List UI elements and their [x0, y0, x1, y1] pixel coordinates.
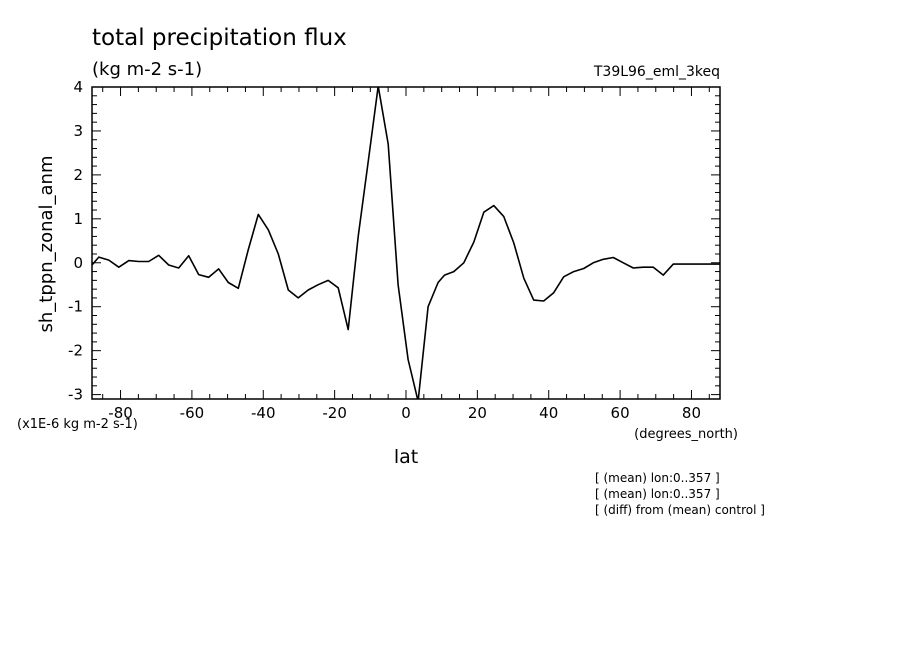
y-tick-label: 1	[73, 210, 83, 228]
x-tick-label: -60	[180, 404, 205, 422]
y-tick-label: 3	[73, 122, 83, 140]
chart-title: total precipitation flux	[92, 25, 347, 51]
plot-area: -80 -60 -40 -20 0 20 40 60 80 -3 -2 -1 0 1 2 3 4	[68, 78, 721, 422]
y-tick-label: 0	[73, 254, 83, 272]
x-axis-units: (degrees_north)	[634, 427, 738, 442]
x-tick-label: 20	[468, 404, 487, 422]
note-line: [ (mean) lon:0..357 ]	[595, 487, 720, 501]
note-line: [ (diff) from (mean) control ]	[595, 503, 765, 517]
x-tick-label: -80	[108, 404, 133, 422]
notes-block: [ (mean) lon:0..357 ] [ (mean) lon:0..35…	[595, 471, 765, 517]
x-tick-label: 80	[682, 404, 701, 422]
y-tick-label: 4	[73, 78, 83, 96]
run-label: T39L96_eml_3keq	[593, 64, 720, 80]
x-tick-label: 60	[611, 404, 630, 422]
y-axis-label: sh_tppn_zonal_anm	[36, 156, 57, 333]
y-scale-note: (x1E-6 kg m-2 s-1)	[17, 417, 138, 432]
data-series-line	[92, 87, 720, 399]
y-tick-label: -3	[68, 386, 83, 404]
x-tick-label: 0	[401, 404, 411, 422]
x-tick-label: 40	[539, 404, 558, 422]
y-tick-label: -1	[68, 298, 83, 316]
plot-frame	[91, 86, 721, 400]
chart-units: (kg m-2 s-1)	[92, 59, 202, 80]
x-tick-label: -20	[322, 404, 347, 422]
x-tick-label: -40	[251, 404, 276, 422]
y-tick-label: 2	[73, 166, 83, 184]
y-tick-label: -2	[68, 342, 83, 360]
note-line: [ (mean) lon:0..357 ]	[595, 471, 720, 485]
x-axis-label: lat	[394, 446, 418, 468]
